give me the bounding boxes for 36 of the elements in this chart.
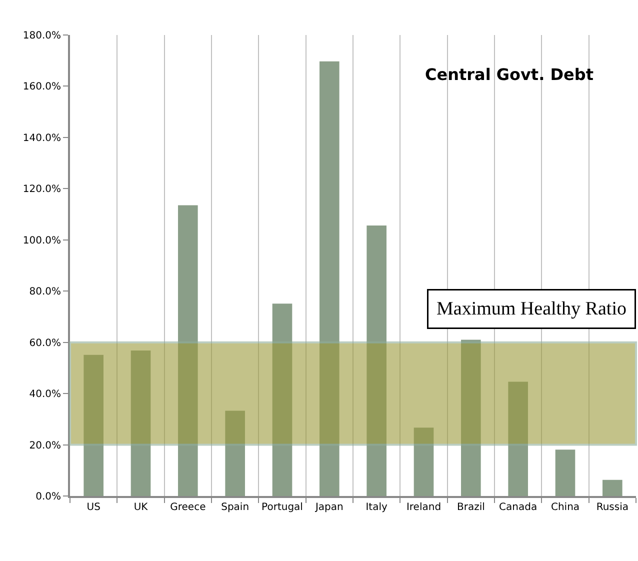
band-label: Maximum Healthy Ratio [436,298,626,320]
x-tick-label: Italy [366,502,388,513]
bar [555,450,576,496]
x-tick-label: Portugal [262,502,303,513]
y-tick-label: 60.0% [29,338,61,349]
bar [461,340,481,496]
bar [225,410,245,496]
x-tick-label: Japan [314,502,344,513]
y-tick-label: 0.0% [36,492,61,502]
x-tick-label: Greece [170,502,206,513]
x-tick-label: Ireland [406,502,442,513]
y-tick-label: 20.0% [29,440,61,452]
bar [84,354,104,496]
bar [366,226,386,496]
bar [178,205,198,496]
x-tick-label: Brazil [456,502,485,513]
bar [272,304,292,496]
y-tick-label: 80.0% [29,286,61,298]
bar [508,382,528,496]
x-tick-label: China [550,502,580,513]
y-tick-label: 160.0% [22,82,61,93]
x-tick-label: Canada [499,502,538,513]
bar [602,480,622,496]
x-tick-label: UK [134,502,148,513]
bar [320,61,340,496]
y-tick-label: 180.0% [22,30,61,42]
bar [130,350,151,496]
x-tick-label: Spain [221,502,250,513]
bar [414,428,434,496]
y-tick-label: 40.0% [29,389,61,400]
y-tick-label: 140.0% [22,132,61,144]
text: Central Govt. Debt [425,65,594,84]
y-tick-label: 120.0% [22,184,61,196]
x-tick-label: US [86,502,100,513]
x-tick-label: Russia [596,502,629,513]
y-tick-label: 100.0% [22,235,61,246]
